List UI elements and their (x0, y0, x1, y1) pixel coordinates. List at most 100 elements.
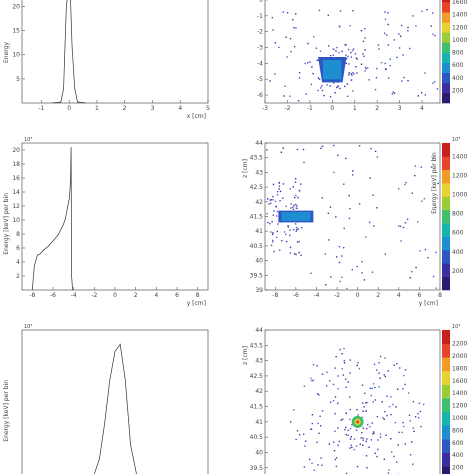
row2-right-deposit-cell (290, 207, 292, 209)
row2-left-xtick-label: -6 (50, 292, 56, 299)
row3-right-deposit-cell (347, 381, 349, 383)
row2-right-deposit-cell (369, 221, 371, 224)
row1-right-deposit-cell (351, 49, 354, 52)
row3-right-deposit-cell (387, 472, 390, 474)
row3-right-deposit-cell (349, 359, 351, 361)
row1-right-deposit-cell (378, 48, 380, 50)
row2-right-deposit-cell (295, 253, 297, 256)
row2-right-deposit-cell (376, 156, 378, 158)
row2-right-deposit-cell (285, 240, 288, 243)
row1-right-deposit-cell (424, 72, 426, 74)
row2-right-deposit-cell (279, 249, 281, 251)
row3-right-deposit-cell (404, 369, 407, 371)
row1-left-xtick-label: 3 (151, 105, 155, 112)
row3-right-deposit-cell (310, 428, 313, 430)
row3-right-deposit-cell (423, 403, 425, 406)
row2-right-deposit-cell (273, 210, 275, 212)
row1-right-deposit-cell (380, 61, 383, 64)
row1-right-deposit-cell (348, 74, 350, 76)
row2-right-deposit-cell (295, 207, 297, 209)
row2-right-deposit-cell (329, 206, 332, 208)
row2-right-deposit-cell (337, 154, 339, 157)
row2-right-deposit-cell (293, 228, 295, 231)
row3-right-deposit-cell (359, 443, 361, 445)
row1-left-data-point (71, 44, 73, 46)
row1-right-deposit-cell (304, 62, 306, 65)
row1-left-xtick-label: 0 (67, 105, 71, 112)
row2-right-deposit-cell (421, 200, 423, 202)
row3-right-deposit-cell (342, 374, 344, 376)
row1-right-deposit-cell (396, 56, 398, 59)
row1-left-ytick-label: 10 (12, 52, 20, 59)
row1-left-ytick-label: 20 (12, 3, 20, 10)
row3-right-deposit-cell (372, 383, 375, 385)
row3-right-ytick-label: 43.5 (250, 342, 264, 349)
row1-right-deposit-cell (356, 72, 358, 74)
row3-right-deposit-cell (349, 438, 352, 440)
row2-right-deposit-cell (335, 256, 338, 258)
row3-right-deposit-cell (369, 426, 371, 428)
row3-right-deposit-cell (365, 440, 367, 443)
row2-right-deposit-cell (274, 200, 277, 203)
row1-right-deposit-cell (313, 36, 315, 38)
row2-right-ytick-label: 41 (255, 228, 263, 235)
row3-right-deposit-cell (378, 386, 380, 388)
row3-right-colorbar-segment (442, 384, 450, 399)
row1-right-deposit-cell (383, 32, 386, 34)
row3-right-deposit-cell (366, 401, 368, 404)
row1-left-plot-frame (21, 0, 209, 104)
row2-right-ytick-label: 42 (255, 199, 263, 206)
row1-right-ytick-label: -2 (257, 29, 263, 36)
row3-right-deposit-cell (418, 402, 421, 404)
row2-right-deposit-cell (402, 226, 405, 229)
row3-right-deposit-cell (372, 433, 374, 435)
row3-right-deposit-cell (332, 400, 335, 402)
row1-right-deposit-cell (284, 85, 286, 87)
row2-right-deposit-cell (420, 166, 422, 168)
row2-right-xtick-label: -4 (313, 292, 319, 299)
row1-right-deposit-cell (329, 96, 332, 98)
row3-left-data-point (109, 379, 111, 381)
row2-right-deposit-cell (271, 221, 273, 223)
row2-right-deposit-cell (341, 255, 343, 257)
row1-right-deposit-cell (401, 80, 403, 82)
row1-right-deposit-cell (364, 28, 366, 30)
row3-right-deposit-cell (347, 434, 349, 436)
row3-right-deposit-cell (376, 369, 378, 371)
row2-right-deposit-cell (333, 144, 335, 147)
row2-right-deposit-cell (338, 246, 341, 248)
row1-right-deposit-cell (426, 9, 428, 11)
row1-right-deposit-cell (319, 50, 322, 52)
row2-left-data-point (42, 250, 43, 252)
row2-right-deposit-cell (278, 181, 280, 184)
row1-right-deposit-cell (289, 95, 291, 97)
row1-right-deposit-cell (393, 92, 396, 94)
row3-right-colorbar-segment (442, 466, 450, 474)
row3-right-deposit-cell (304, 445, 306, 447)
row1-right-xtick-label: -1 (307, 105, 313, 112)
row3-right-deposit-cell (376, 416, 379, 418)
row2-right-deposit-cell (292, 208, 295, 210)
row2-right-deposit-cell (419, 250, 421, 252)
row3-right-deposit-cell (334, 430, 336, 433)
row3-right-deposit-cell (373, 432, 375, 434)
row1-right-deposit-cell (351, 74, 353, 76)
row2-right-deposit-cell (327, 212, 330, 214)
row3-right-deposit-cell (369, 387, 371, 389)
row1-left-data-point (60, 101, 62, 103)
row1-right-deposit-cell (384, 11, 386, 13)
row2-right-deposit-cell (384, 253, 386, 255)
row3-right-deposit-cell (368, 446, 370, 448)
row2-right-deposit-cell (348, 217, 351, 220)
row3-right-deposit-cell (366, 427, 368, 430)
row1-right-deposit-cell (274, 73, 276, 75)
row2-right-deposit-cell (414, 165, 417, 167)
panel-row1-right: -3 -2 -1 0 1 2 3 4 -6 -5 -4 -3 -2 -1 0 200 400 600 800 1000… (257, 0, 467, 112)
row1-right-deposit-cell (353, 73, 355, 75)
row1-right-xtick-label: 1 (353, 105, 357, 112)
panel-row3-right: 39.5 40 40.5 41 41.5 42 42.5 43 43.5 44 200 400 600 8… (242, 324, 467, 474)
row3-right-deposit-cell (353, 438, 356, 440)
row2-left-data-point (69, 197, 70, 198)
row1-left-data-point (70, 1, 71, 2)
